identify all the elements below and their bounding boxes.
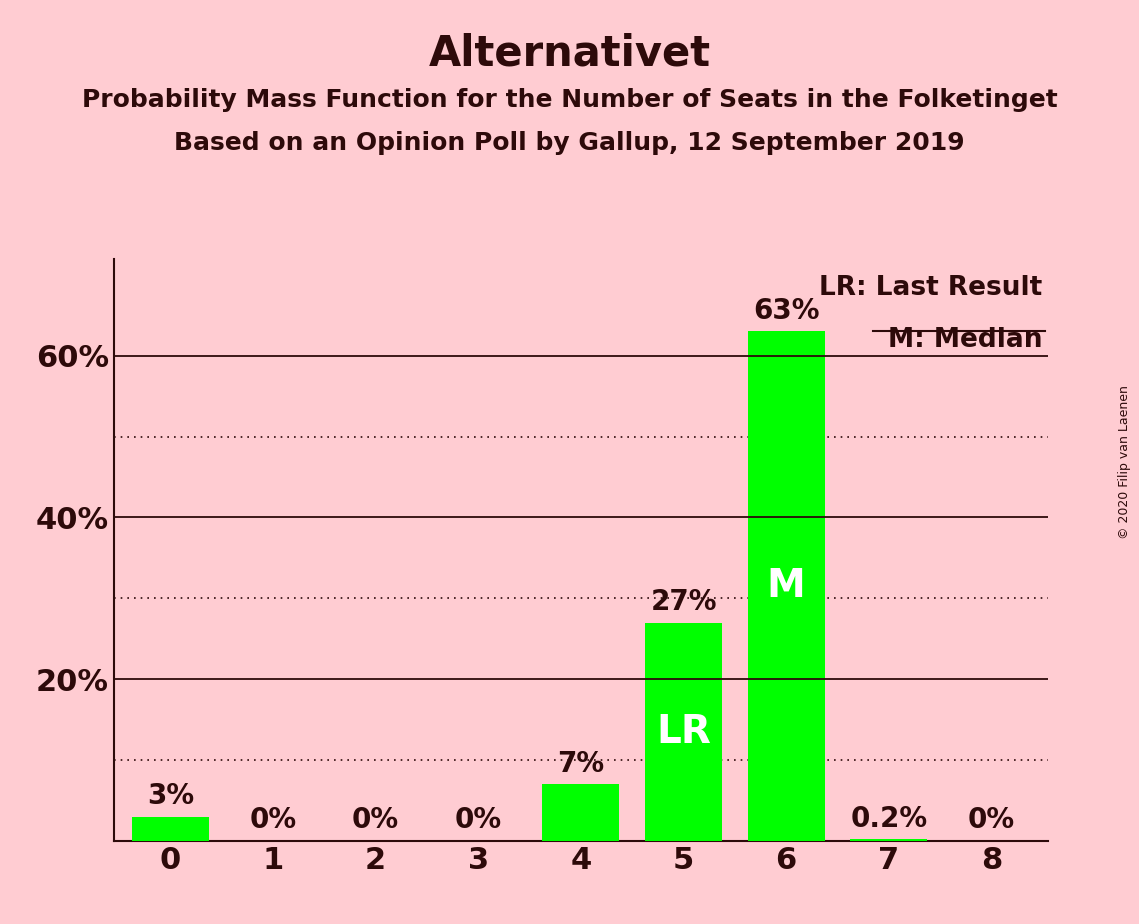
Text: Based on an Opinion Poll by Gallup, 12 September 2019: Based on an Opinion Poll by Gallup, 12 S…: [174, 131, 965, 155]
Text: M: M: [767, 567, 805, 605]
Text: 63%: 63%: [753, 297, 819, 325]
Text: 3%: 3%: [147, 782, 194, 810]
Text: Probability Mass Function for the Number of Seats in the Folketinget: Probability Mass Function for the Number…: [82, 88, 1057, 112]
Text: 7%: 7%: [557, 749, 605, 778]
Text: 0%: 0%: [249, 807, 296, 834]
Text: LR: LR: [656, 712, 711, 750]
Text: 27%: 27%: [650, 588, 716, 616]
Bar: [132, 817, 208, 841]
Bar: [542, 784, 620, 841]
Text: 0.2%: 0.2%: [850, 805, 927, 833]
Text: © 2020 Filip van Laenen: © 2020 Filip van Laenen: [1118, 385, 1131, 539]
Text: Alternativet: Alternativet: [428, 32, 711, 74]
Bar: [747, 332, 825, 841]
Text: M: Median: M: Median: [888, 327, 1042, 354]
Text: 0%: 0%: [454, 807, 502, 834]
Bar: [645, 623, 722, 841]
Bar: [851, 839, 927, 841]
Text: 0%: 0%: [968, 807, 1015, 834]
Text: LR: Last Result: LR: Last Result: [819, 275, 1042, 301]
Text: 0%: 0%: [352, 807, 399, 834]
